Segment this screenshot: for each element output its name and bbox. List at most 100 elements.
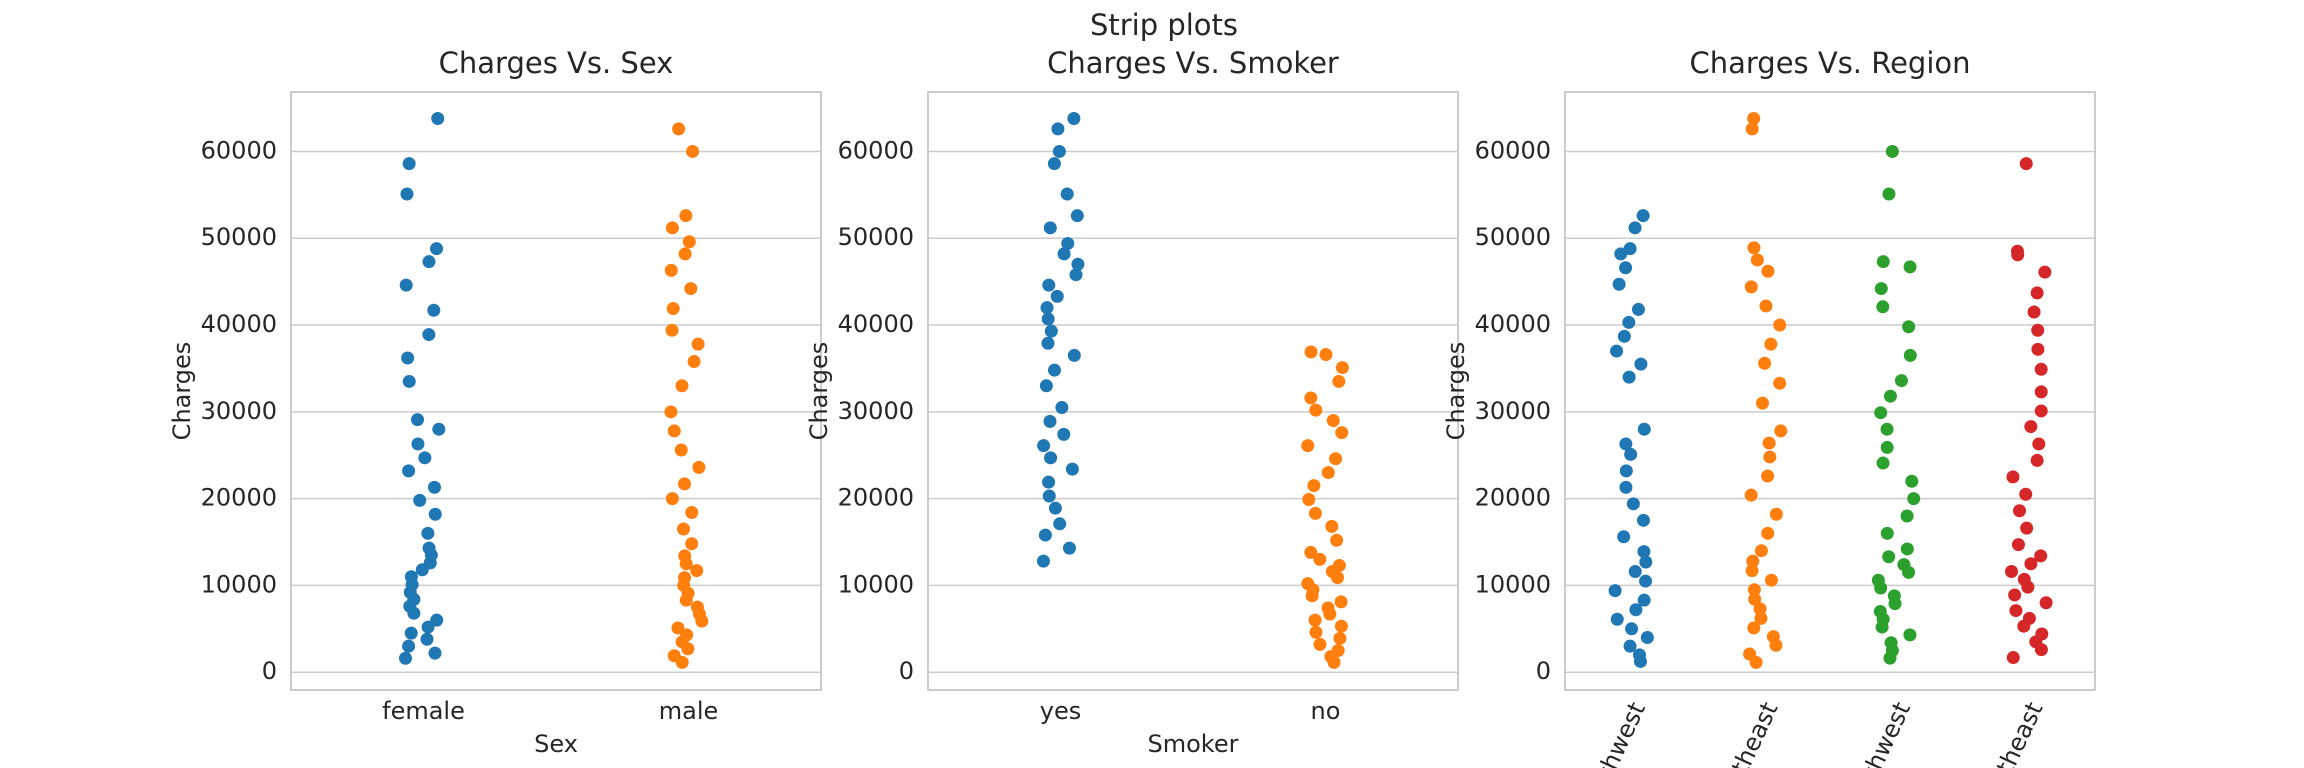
- strip-point: [664, 405, 678, 419]
- strip-point: [1747, 621, 1761, 635]
- strip-point: [1639, 555, 1653, 569]
- strip-point: [684, 282, 698, 296]
- strip-point: [2017, 572, 2031, 586]
- strip-point: [1301, 577, 1315, 591]
- strip-point: [1307, 479, 1321, 493]
- strip-point: [399, 651, 412, 665]
- strip-point: [1304, 345, 1318, 359]
- strip-point: [404, 626, 418, 640]
- strip-point: [427, 303, 441, 317]
- strip-point: [680, 628, 694, 642]
- figure-title: Strip plots: [1090, 8, 1238, 42]
- strip-point: [1622, 315, 1636, 329]
- x-tick-label: female: [382, 697, 465, 725]
- strip-point: [2008, 588, 2022, 602]
- y-tick-label: 50000: [201, 223, 277, 251]
- y-axis-label: Charges: [805, 342, 833, 441]
- strip-point: [677, 522, 691, 536]
- strip-point: [2034, 362, 2048, 376]
- y-tick-label: 10000: [838, 570, 914, 598]
- strip-point: [1748, 592, 1762, 606]
- strip-point: [687, 354, 701, 368]
- strip-point: [1743, 647, 1757, 661]
- strip-point: [1610, 612, 1624, 626]
- strip-point: [675, 379, 689, 393]
- strip-point: [1629, 603, 1643, 617]
- strip-point: [1628, 565, 1642, 579]
- strip-point: [402, 157, 416, 171]
- strip-point: [665, 492, 679, 506]
- strip-point: [428, 646, 442, 660]
- strip-point: [1308, 506, 1322, 520]
- y-tick-label: 20000: [838, 484, 914, 512]
- strip-point: [1624, 447, 1638, 461]
- strip-point: [2020, 521, 2034, 535]
- y-tick-label: 50000: [1475, 223, 1551, 251]
- strip-point: [1753, 602, 1767, 616]
- strip-point: [2027, 305, 2041, 319]
- y-tick-label: 30000: [838, 397, 914, 425]
- y-axis-label: Charges: [168, 342, 196, 441]
- strip-point: [1758, 356, 1772, 370]
- strip-point: [1062, 541, 1076, 555]
- y-tick-label: 30000: [1475, 397, 1551, 425]
- strip-point: [2031, 342, 2045, 356]
- strip-point: [1747, 111, 1761, 125]
- strip-point: [1302, 492, 1316, 506]
- strip-point: [1043, 414, 1057, 428]
- strip-point: [1042, 278, 1056, 292]
- strip-point: [1319, 348, 1333, 362]
- strip-point: [1321, 466, 1335, 480]
- strip-point: [685, 537, 699, 551]
- strip-point: [665, 323, 679, 337]
- strip-point: [1632, 648, 1646, 662]
- strip-point: [1874, 282, 1888, 296]
- strip-point: [1903, 260, 1917, 274]
- strip-point: [422, 541, 436, 555]
- y-tick-label: 50000: [838, 223, 914, 251]
- strip-point: [431, 111, 445, 125]
- strip-point: [1623, 242, 1637, 256]
- y-tick-label: 0: [899, 657, 914, 685]
- strip-point: [1037, 439, 1051, 453]
- x-tick-label: northwest: [1840, 698, 1916, 768]
- strip-point: [1617, 329, 1631, 343]
- strip-point: [1313, 552, 1327, 566]
- axes-frame: [290, 91, 822, 691]
- strip-point: [1619, 464, 1633, 478]
- strip-point: [685, 506, 699, 520]
- strip-point: [2030, 453, 2044, 467]
- strip-point: [1623, 639, 1637, 653]
- strip-point: [427, 480, 441, 494]
- strip-point: [399, 278, 413, 292]
- strip-point: [1309, 625, 1323, 639]
- strip-point: [1067, 111, 1081, 125]
- strip-point: [1773, 318, 1787, 332]
- strip-point: [1036, 554, 1050, 568]
- strip-point: [1634, 357, 1648, 371]
- strip-point: [674, 443, 688, 457]
- strip-point: [1626, 497, 1640, 511]
- y-tick-label: 20000: [1475, 484, 1551, 512]
- strip-point: [678, 549, 692, 563]
- strip-point: [1900, 509, 1914, 523]
- strip-point: [667, 649, 681, 663]
- strip-point: [677, 477, 691, 491]
- strip-point: [1047, 363, 1061, 377]
- strip-point: [690, 564, 704, 578]
- strip-point: [402, 464, 416, 478]
- strip-point: [432, 422, 446, 436]
- strip-point: [682, 235, 696, 249]
- strip-point: [2019, 487, 2033, 501]
- strip-point: [1040, 301, 1054, 315]
- strip-point: [1329, 452, 1343, 466]
- strip-point: [1055, 400, 1069, 414]
- strip-point: [1884, 636, 1898, 650]
- y-axis-label: Charges: [1442, 342, 1470, 441]
- strip-point: [1043, 221, 1057, 235]
- strip-point: [1619, 437, 1633, 451]
- strip-point: [1044, 451, 1058, 465]
- strip-point: [1335, 361, 1349, 375]
- y-tick-label: 0: [262, 657, 277, 685]
